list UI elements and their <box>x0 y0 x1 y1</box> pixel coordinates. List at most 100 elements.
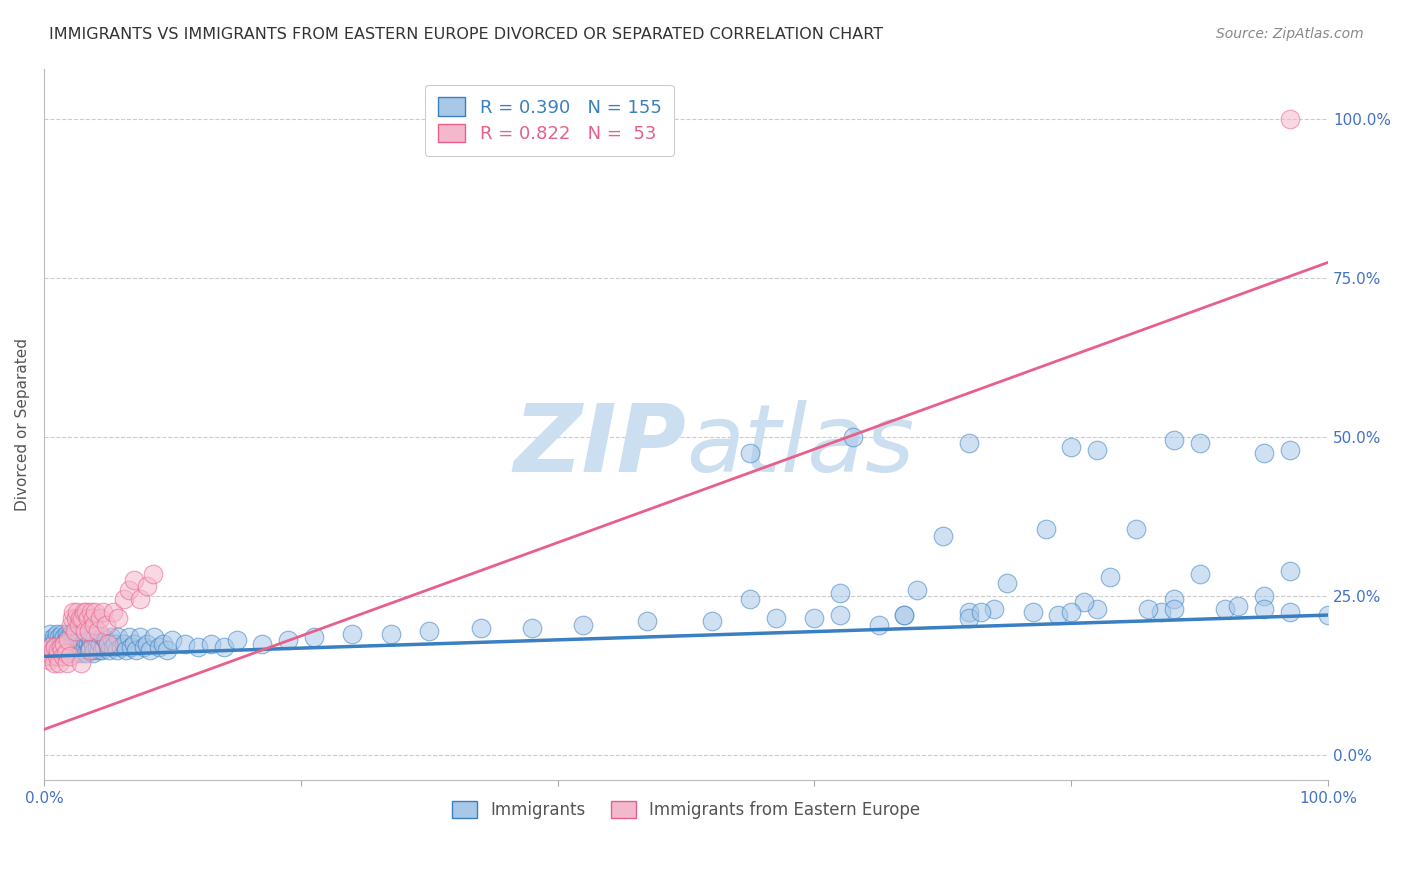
Point <box>41 649 63 664</box>
Point <box>91 630 114 644</box>
Point <box>107 630 129 644</box>
Point <box>893 608 915 623</box>
Point <box>129 630 152 644</box>
Point <box>842 430 865 444</box>
Point <box>69 640 91 654</box>
Point <box>44 643 66 657</box>
Point <box>80 633 103 648</box>
Point <box>44 656 66 670</box>
Point <box>957 611 980 625</box>
Point <box>48 630 70 644</box>
Point <box>143 630 166 644</box>
Point <box>87 624 110 638</box>
Point <box>1215 601 1237 615</box>
Point <box>44 630 66 644</box>
Point <box>152 637 174 651</box>
Point <box>69 611 91 625</box>
Point <box>62 640 84 654</box>
Point <box>765 611 787 625</box>
Point <box>45 627 67 641</box>
Point <box>1047 608 1070 623</box>
Point <box>893 608 915 623</box>
Point <box>73 605 96 619</box>
Point <box>52 649 75 664</box>
Point <box>73 630 96 644</box>
Point <box>1125 522 1147 536</box>
Point <box>97 637 120 651</box>
Point <box>142 566 165 581</box>
Point <box>1317 608 1340 623</box>
Point <box>700 615 723 629</box>
Point <box>830 586 852 600</box>
Point <box>48 640 70 654</box>
Point <box>59 646 82 660</box>
Point <box>520 621 543 635</box>
Point <box>1278 112 1301 127</box>
Point <box>58 640 80 654</box>
Point <box>983 601 1005 615</box>
Point <box>58 649 80 664</box>
Point <box>100 630 122 644</box>
Point <box>103 605 125 619</box>
Point <box>135 579 157 593</box>
Point <box>55 633 77 648</box>
Y-axis label: Divorced or Separated: Divorced or Separated <box>15 338 30 511</box>
Point <box>1137 601 1160 615</box>
Point <box>46 643 69 657</box>
Point <box>89 637 111 651</box>
Point <box>35 637 58 651</box>
Point <box>45 646 67 660</box>
Point <box>1188 566 1211 581</box>
Point <box>59 627 82 641</box>
Point <box>340 627 363 641</box>
Point <box>46 637 69 651</box>
Point <box>905 582 928 597</box>
Point <box>73 633 96 648</box>
Point <box>60 643 83 657</box>
Point <box>38 652 60 666</box>
Point <box>73 624 96 638</box>
Point <box>1278 605 1301 619</box>
Point <box>84 605 107 619</box>
Point <box>250 637 273 651</box>
Point <box>72 611 94 625</box>
Point <box>87 633 110 648</box>
Point <box>82 637 104 651</box>
Point <box>1022 605 1045 619</box>
Point <box>79 643 101 657</box>
Point <box>66 637 89 651</box>
Point <box>212 640 235 654</box>
Point <box>53 637 76 651</box>
Point <box>1060 605 1083 619</box>
Point <box>59 617 82 632</box>
Point <box>44 640 66 654</box>
Point <box>1253 589 1275 603</box>
Point <box>62 605 84 619</box>
Point <box>957 605 980 619</box>
Point <box>69 633 91 648</box>
Point <box>67 617 90 632</box>
Point <box>118 630 141 644</box>
Point <box>79 640 101 654</box>
Point <box>89 611 111 625</box>
Point <box>82 611 104 625</box>
Point <box>156 643 179 657</box>
Point <box>995 576 1018 591</box>
Point <box>122 573 145 587</box>
Point <box>53 640 76 654</box>
Point <box>83 617 105 632</box>
Point <box>55 646 77 660</box>
Point <box>58 633 80 648</box>
Point <box>103 637 125 651</box>
Point <box>135 637 157 651</box>
Point <box>77 630 100 644</box>
Point <box>1163 592 1185 607</box>
Point <box>148 640 170 654</box>
Point <box>63 633 86 648</box>
Point <box>1035 522 1057 536</box>
Point <box>1060 440 1083 454</box>
Point <box>740 592 762 607</box>
Text: atlas: atlas <box>686 401 914 491</box>
Point <box>418 624 440 638</box>
Point <box>105 643 128 657</box>
